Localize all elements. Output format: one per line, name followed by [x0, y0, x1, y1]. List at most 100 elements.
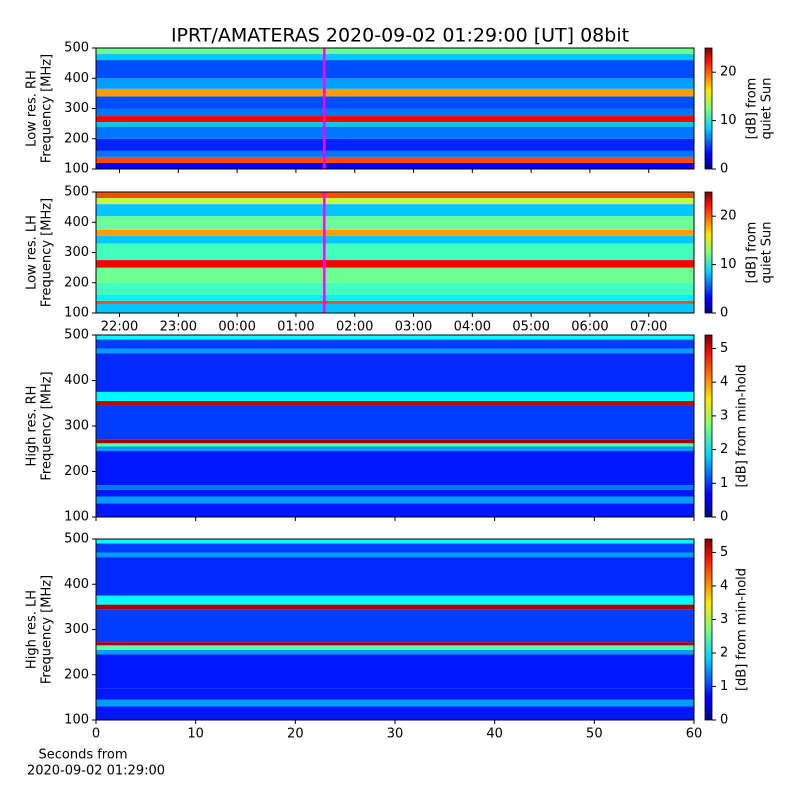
colorbar [704, 47, 713, 170]
heatmap-band [96, 294, 694, 301]
heatmap-band [96, 439, 694, 444]
y-tick-label: 100 [64, 510, 89, 525]
x-tick-label: 22:00 [101, 320, 138, 335]
y-tick-label: 200 [64, 667, 89, 682]
colorbar-tick-label: 20 [720, 209, 737, 224]
colorbar-tick-label: 2 [720, 442, 728, 457]
heatmap-band [96, 96, 694, 109]
x-tick-label: 20 [287, 727, 304, 742]
y-tick-label: 500 [64, 185, 89, 200]
heatmap-band [96, 699, 694, 707]
heatmap-band [96, 539, 694, 544]
heatmap-band [96, 489, 694, 497]
heatmap-band [96, 405, 694, 440]
x-tick-label: 0 [92, 727, 100, 742]
heatmap-band [96, 443, 694, 447]
colorbar-label: [dB] from [745, 222, 760, 284]
colorbar-tick-label: 1 [720, 679, 728, 694]
heatmap-band [96, 688, 694, 700]
heatmap-band [96, 303, 694, 313]
heatmap-band [96, 243, 694, 261]
colorbar-tick-label: 5 [720, 341, 728, 356]
heatmap-band [96, 485, 694, 490]
heatmap-band [96, 138, 694, 151]
x-tick-label: 03:00 [395, 320, 432, 335]
heatmap-band [96, 78, 694, 89]
colorbar-tick-label: 20 [720, 65, 737, 80]
colorbar [704, 191, 713, 314]
heatmap-band [96, 557, 694, 596]
heatmap-band [96, 162, 694, 169]
colorbar-tick-label: 0 [720, 306, 728, 321]
heatmap-band [96, 260, 694, 268]
y-tick-label: 400 [64, 577, 89, 592]
y-tick-label: 200 [64, 464, 89, 479]
heatmap-band [96, 192, 694, 199]
x-tick-label: 04:00 [454, 320, 491, 335]
colorbar-tick-label: 0 [720, 510, 728, 525]
y-tick-label: 400 [64, 373, 89, 388]
colorbar-tick-label: 4 [720, 375, 728, 390]
colorbar-label: [dB] from [745, 78, 760, 140]
heatmap-band [96, 48, 694, 55]
y-tick-label: 500 [64, 532, 89, 547]
heatmap-band [96, 654, 694, 689]
y-axis-label: High res. LH [25, 590, 40, 669]
colorbar-label: [dB] from min-hold [735, 568, 750, 691]
colorbar-tick-label: 3 [720, 408, 728, 423]
heatmap-band [96, 150, 694, 157]
heatmap-band [96, 122, 694, 127]
heatmap-band [96, 451, 694, 486]
colorbar-tick-label: 10 [720, 113, 737, 128]
x-tick-label: 06:00 [571, 320, 608, 335]
heatmap-band [96, 198, 694, 205]
heatmap-band [96, 108, 694, 117]
y-tick-label: 100 [64, 306, 89, 321]
x-tick-label: 00:00 [218, 320, 255, 335]
x-tick-label: 23:00 [160, 320, 197, 335]
y-axis-label: High res. RH [25, 386, 40, 467]
heatmap-band [96, 156, 694, 163]
colorbar-tick-label: 10 [720, 257, 737, 272]
y-tick-label: 100 [64, 713, 89, 728]
y-axis-label: Frequency [MHz] [40, 198, 55, 307]
colorbar-label: quiet Sun [760, 221, 775, 283]
heatmap-band [96, 54, 694, 61]
heatmap-band [96, 552, 694, 558]
x-tick-label: 01:00 [277, 320, 314, 335]
colorbar-label: quiet Sun [760, 77, 775, 139]
heatmap-band [96, 391, 694, 401]
y-axis-label: Frequency [MHz] [40, 575, 55, 684]
colorbar-tick-label: 5 [720, 545, 728, 560]
heatmap-band [96, 88, 694, 97]
x-tick-label: 40 [486, 727, 503, 742]
heatmap-band [96, 60, 694, 79]
colorbar-tick-label: 4 [720, 578, 728, 593]
y-tick-label: 500 [64, 328, 89, 343]
x-tick-label: 50 [586, 727, 603, 742]
y-tick-label: 200 [64, 275, 89, 290]
colorbar-tick-label: 2 [720, 645, 728, 660]
heatmap-band [96, 353, 694, 392]
heatmap-band [96, 348, 694, 354]
y-tick-label: 300 [64, 245, 89, 260]
x-tick-label: 30 [387, 727, 404, 742]
x-tick-label: 05:00 [512, 320, 549, 335]
heatmap-band [96, 335, 694, 340]
y-tick-label: 100 [64, 162, 89, 177]
heatmap-band [96, 503, 694, 517]
y-tick-label: 200 [64, 131, 89, 146]
heatmap-band [96, 116, 694, 123]
colorbar [704, 538, 713, 721]
x-tick-label: 02:00 [336, 320, 373, 335]
heatmap-band [96, 300, 694, 304]
x-tick-label: 60 [686, 727, 703, 742]
y-tick-label: 400 [64, 215, 89, 230]
heatmap-band [96, 235, 694, 244]
heatmap-band [96, 229, 694, 236]
colorbar-label: [dB] from min-hold [735, 364, 750, 487]
y-tick-label: 300 [64, 622, 89, 637]
heatmap-band [96, 267, 694, 283]
y-tick-label: 400 [64, 71, 89, 86]
